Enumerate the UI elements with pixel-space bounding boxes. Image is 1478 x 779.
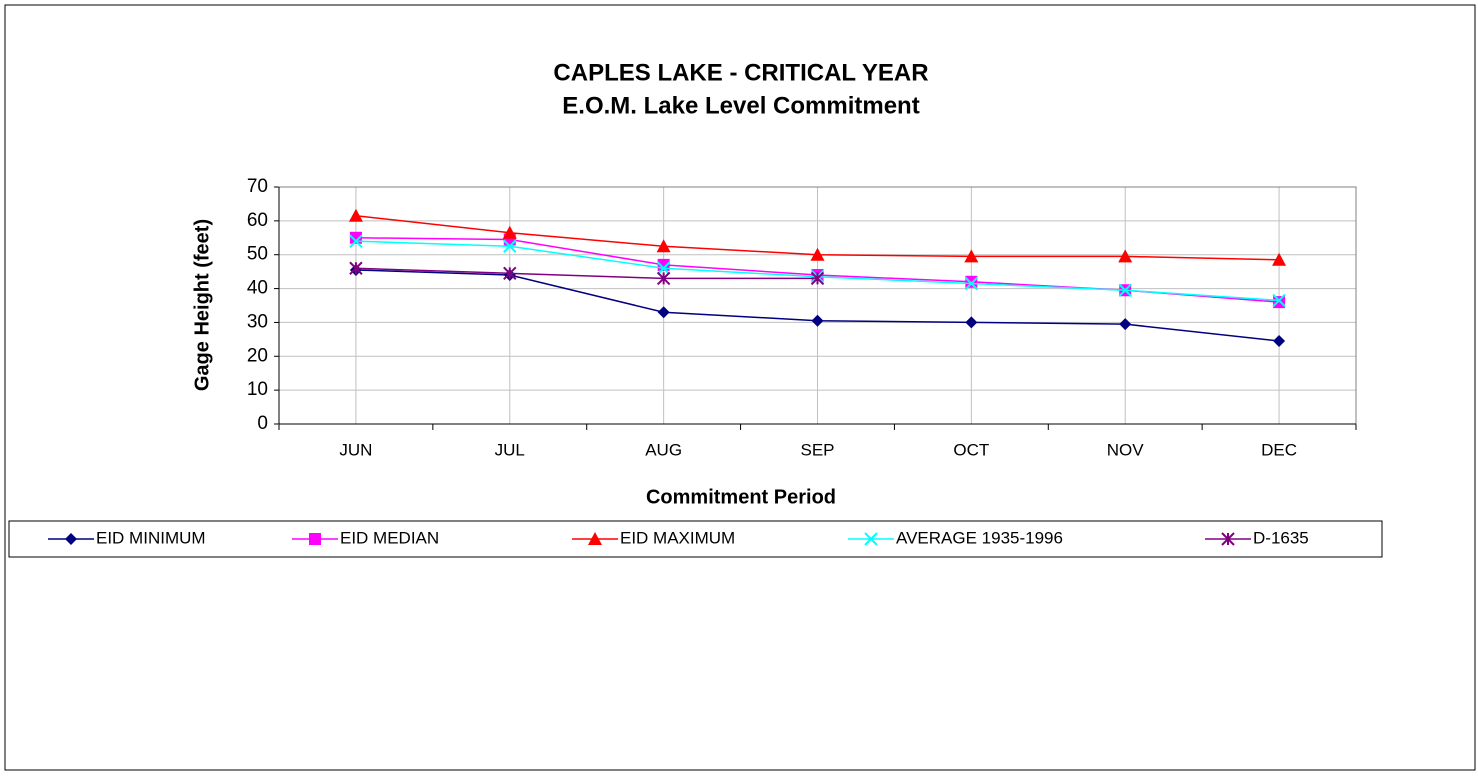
- marker: [503, 239, 517, 253]
- legend-marker: [588, 532, 602, 545]
- y-axis-title: Gage Height (feet): [191, 219, 213, 391]
- marker: [1118, 283, 1132, 297]
- marker: [656, 271, 671, 286]
- marker: [811, 314, 824, 327]
- x-tick-label: OCT: [953, 440, 989, 459]
- legend-label: EID MINIMUM: [96, 528, 206, 547]
- marker: [1273, 335, 1286, 348]
- series-line: [355, 267, 818, 280]
- marker: [1272, 293, 1286, 308]
- y-tick-label: 60: [247, 210, 268, 231]
- marker: [810, 247, 825, 261]
- y-tick-label: 70: [247, 176, 268, 197]
- x-axis-title: Commitment Period: [646, 486, 836, 508]
- legend-label: EID MAXIMUM: [620, 528, 735, 547]
- marker: [965, 275, 978, 288]
- marker: [503, 266, 517, 281]
- marker: [502, 225, 517, 239]
- x-tick-label: JUL: [495, 440, 525, 459]
- marker: [349, 261, 363, 275]
- x-tick-label: SEP: [800, 440, 834, 459]
- marker: [656, 261, 671, 275]
- legend-label: AVERAGE 1935-1996: [896, 528, 1063, 547]
- marker: [1118, 249, 1133, 263]
- chart-title: CAPLES LAKE - CRITICAL YEAR: [553, 59, 928, 86]
- marker: [810, 271, 825, 286]
- legend-marker: [309, 533, 321, 545]
- marker: [1273, 296, 1286, 309]
- legend-label: EID MEDIAN: [340, 528, 439, 547]
- chart-border: [4, 4, 1476, 771]
- marker: [964, 249, 979, 263]
- y-tick-label: 40: [247, 278, 268, 299]
- marker: [657, 306, 670, 319]
- x-tick-label: JUN: [339, 440, 372, 459]
- x-tick-label: AUG: [645, 440, 682, 459]
- marker: [964, 276, 979, 291]
- legend-marker: [1221, 532, 1235, 546]
- marker: [656, 239, 671, 253]
- y-tick-label: 50: [247, 244, 268, 265]
- y-tick-label: 30: [247, 311, 268, 332]
- marker: [348, 208, 363, 222]
- marker: [965, 316, 978, 329]
- marker: [349, 234, 363, 248]
- chart-subtitle: E.O.M. Lake Level Commitment: [562, 92, 919, 119]
- marker: [1119, 318, 1132, 331]
- y-tick-label: 0: [257, 413, 268, 434]
- y-tick-label: 20: [247, 345, 268, 366]
- legend-label: D-1635: [1253, 528, 1309, 547]
- legend-box: [8, 520, 1383, 558]
- x-tick-label: NOV: [1107, 440, 1145, 459]
- y-tick-label: 10: [247, 379, 268, 400]
- x-tick-label: DEC: [1261, 440, 1297, 459]
- legend-marker: [65, 533, 77, 545]
- marker: [1272, 252, 1287, 266]
- legend-marker: [864, 532, 878, 546]
